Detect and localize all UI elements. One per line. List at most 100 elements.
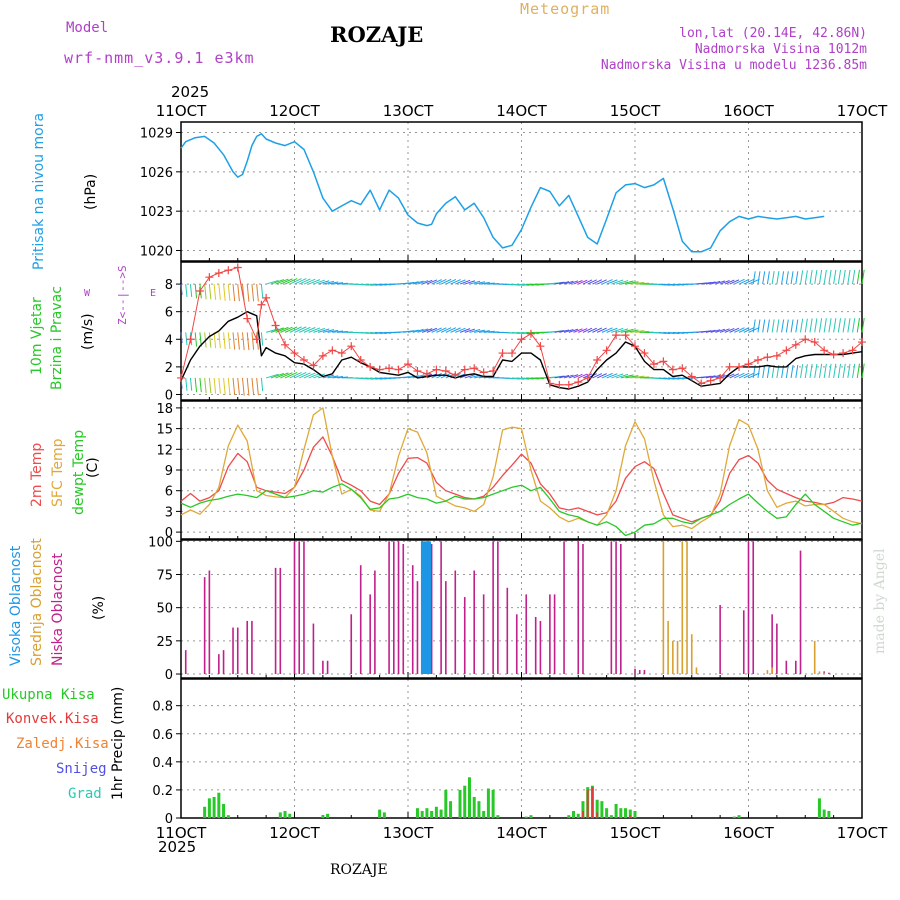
- precip-total-bar: [628, 809, 632, 818]
- cloud-low-bar: [430, 543, 433, 675]
- cloud-low-bar: [293, 541, 296, 675]
- wind-ytick-label: 4: [165, 333, 173, 348]
- precip-ytick-label: 0.2: [152, 784, 173, 799]
- wind-arrow: [630, 330, 645, 333]
- wind-arrow: [327, 329, 339, 333]
- cloud-low-bar: [643, 670, 646, 675]
- wind-ytick-label: 0: [165, 388, 173, 403]
- precip-total-bar: [326, 813, 330, 818]
- wind-arrow: [464, 374, 476, 379]
- wind-arrow: [800, 318, 804, 333]
- cloud-low-bar: [298, 541, 301, 675]
- wind-arrow: [856, 269, 860, 285]
- wind-arrow: [511, 283, 525, 286]
- wind-arrow: [847, 363, 851, 378]
- wind-arrow: [275, 278, 289, 285]
- cloud-low-bar: [752, 541, 755, 675]
- precip-conv-label: Konvek.Kisa: [6, 711, 99, 727]
- wind-arrow: [327, 281, 339, 285]
- wind-arrow: [521, 283, 534, 286]
- wind-arrow: [194, 377, 198, 393]
- wind-gust-marker: [271, 321, 280, 330]
- year-bottom: 2025: [158, 838, 197, 856]
- wind-arrow: [516, 331, 530, 335]
- wind-arrow: [275, 372, 289, 379]
- cloud-low-bar: [785, 660, 788, 675]
- wind-gust-marker: [858, 338, 866, 347]
- cloud-mid-bar: [662, 541, 665, 675]
- precip-total-bar: [817, 798, 821, 818]
- wind-arrow: [303, 327, 316, 333]
- wind-arrow: [412, 328, 424, 333]
- precip-conv-bar: [596, 812, 599, 818]
- wind-arrow: [804, 318, 808, 333]
- precip-total-bar: [430, 810, 434, 818]
- wind-arrow: [795, 319, 799, 333]
- cloud-mid-bar: [695, 667, 698, 675]
- wind-arrow: [436, 279, 447, 285]
- cloud-high-bar: [424, 541, 428, 675]
- wind-arrow: [752, 271, 756, 285]
- wind-arrow: [568, 280, 579, 285]
- wind-arrow: [289, 371, 302, 379]
- cloud-low-bar: [553, 594, 556, 675]
- wind-arrow: [194, 332, 198, 347]
- wind-arrow: [246, 284, 250, 302]
- wind-arrow: [260, 332, 264, 346]
- wind-arrow: [762, 365, 766, 378]
- wind-arrow: [318, 280, 330, 285]
- wind-ytick-label: 8: [165, 278, 173, 293]
- wind-gust-marker: [574, 378, 583, 387]
- year-top: 2025: [171, 83, 210, 101]
- precip-total-bar: [278, 812, 282, 818]
- temp-panel: 0 3 6 9 12 15 18: [156, 400, 863, 541]
- cloud-mid-bar: [686, 541, 688, 675]
- wind-gust-marker: [385, 364, 394, 373]
- cloud-panel: 0 25 50 75 100: [148, 535, 863, 683]
- wind-arrow: [365, 283, 378, 286]
- cloud-low-bar: [445, 581, 447, 675]
- wind-arrow: [766, 271, 770, 285]
- wind-arrow: [785, 271, 789, 285]
- wind-gust-marker: [536, 342, 545, 351]
- temp-ytick-label: 18: [156, 402, 173, 417]
- cloud-ytick-label: 50: [156, 602, 173, 617]
- wind-arrow: [790, 319, 794, 333]
- wind-arrow: [743, 278, 755, 285]
- wind-arrow: [729, 373, 740, 379]
- wind-arrow: [592, 279, 603, 285]
- precip-total-bar: [378, 809, 382, 818]
- precip-conv-bar: [591, 787, 594, 818]
- wind-arrow: [842, 363, 846, 378]
- cloud-low-bar: [416, 581, 419, 675]
- wind-arrow: [469, 280, 481, 285]
- wind-arrow: [185, 377, 188, 391]
- wind-arrow: [781, 271, 785, 285]
- wind-gust-marker: [233, 263, 242, 272]
- cloud-low-bar: [397, 541, 400, 675]
- cloud-mid-bar: [823, 672, 825, 675]
- precip-total-bar: [633, 810, 637, 818]
- wind-arrow: [431, 327, 442, 333]
- wind-arrow: [440, 327, 452, 333]
- cloud-low-bar: [388, 541, 390, 675]
- wind-arrow: [223, 377, 226, 395]
- cloud-low-bar: [719, 605, 721, 675]
- wind-compass-w: W: [84, 288, 91, 299]
- wind-arrow: [752, 319, 756, 333]
- cloud-high-bar: [428, 541, 432, 675]
- precip-conv-bar: [629, 815, 632, 818]
- precip-total-bar: [737, 815, 741, 818]
- wind-arrow: [823, 318, 827, 333]
- wind-arrow: [251, 284, 255, 302]
- cloud-low-bar: [497, 541, 499, 675]
- cloud-frame: [180, 539, 863, 679]
- wind-arrow: [464, 280, 476, 285]
- wind-arrow: [256, 284, 259, 302]
- wind-gust-marker: [243, 314, 252, 323]
- cloud-low-bar: [208, 570, 211, 675]
- wind-arrow: [823, 363, 827, 378]
- wind-arrow: [426, 279, 438, 285]
- wind-arrow: [322, 329, 335, 333]
- cloud-low-bar: [279, 567, 282, 675]
